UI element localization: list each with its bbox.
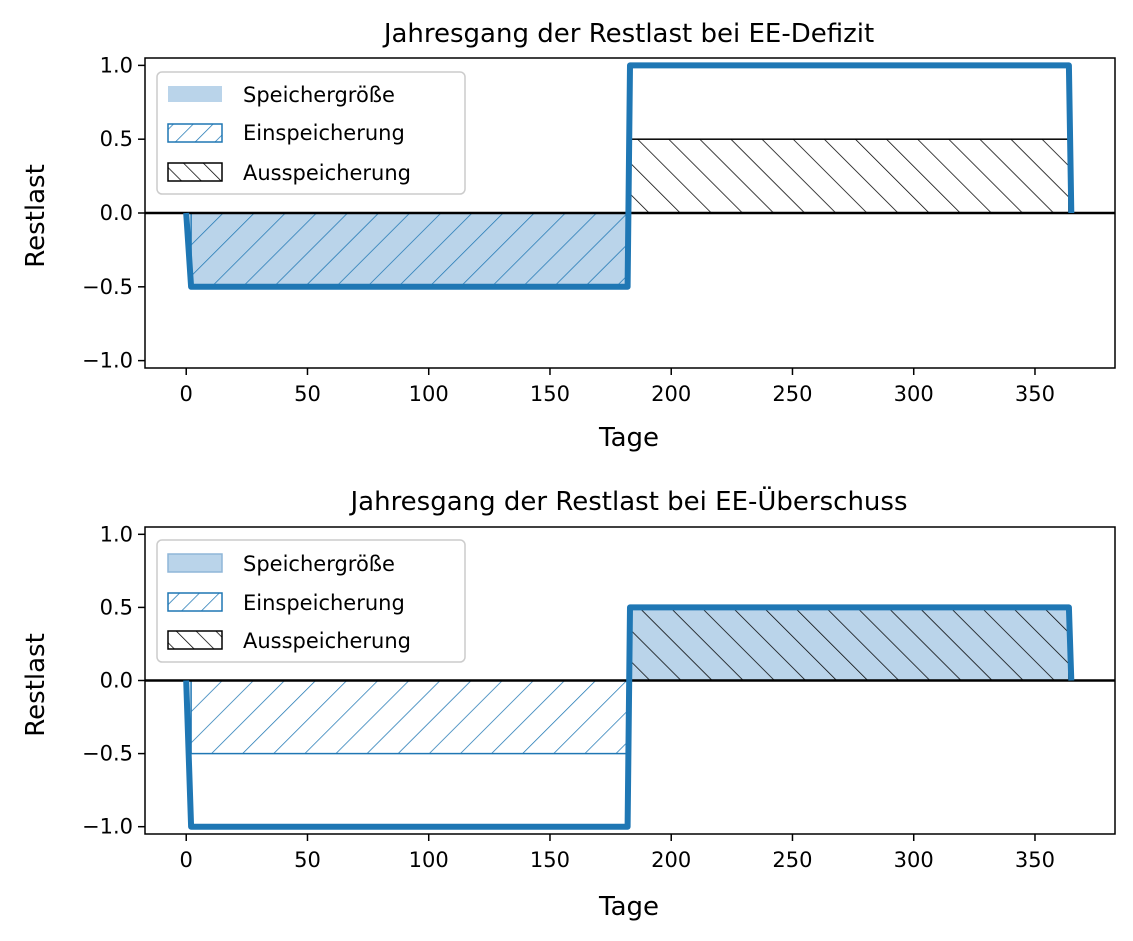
x-tick-label: 50	[294, 382, 321, 406]
chart-panel-defizit: Jahresgang der Restlast bei EE-Defizit 0…	[21, 19, 1116, 453]
x-axis-label: Tage	[598, 892, 659, 922]
legend-swatch-storage	[168, 86, 222, 102]
x-tick-label: 350	[1015, 382, 1055, 406]
y-tick-label: 0.5	[100, 595, 133, 619]
legend-swatch-storage	[167, 553, 223, 573]
legend-swatch-discharge	[167, 162, 223, 182]
y-tick-label: 1.0	[100, 522, 133, 546]
legend-swatch-discharge	[167, 630, 223, 650]
discharge-area	[629, 606, 1070, 682]
series-line	[183, 604, 1075, 830]
x-tick-label: 100	[409, 382, 449, 406]
y-tick-label: 0.5	[100, 127, 133, 151]
legend-label-charge: Einspeicherung	[243, 121, 405, 145]
charge-area	[190, 212, 629, 288]
chart-title: Jahresgang der Restlast bei EE-Überschus…	[348, 485, 907, 517]
legend: Speichergröße Einspeicherung Ausspeicher…	[156, 71, 466, 195]
y-axis-label: Restlast	[21, 164, 51, 268]
y-tick-label: −0.5	[82, 742, 133, 766]
legend: Speichergröße Einspeicherung Ausspeicher…	[156, 539, 466, 663]
y-tick-label: 0.0	[100, 669, 133, 693]
y-tick-label: 1.0	[100, 53, 133, 77]
x-tick-label: 300	[894, 848, 934, 872]
x-tick-label: 0	[180, 382, 193, 406]
legend-label-discharge: Ausspeicherung	[243, 629, 411, 653]
legend-label-storage: Speichergröße	[243, 83, 395, 107]
x-tick-label: 300	[894, 382, 934, 406]
x-axis-label: Tage	[598, 423, 659, 453]
y-tick-label: −0.5	[82, 275, 133, 299]
chart-panel-ueberschuss: Jahresgang der Restlast bei EE-Überschus…	[21, 485, 1116, 922]
legend-swatch-charge	[167, 123, 223, 143]
x-tick-label: 200	[651, 848, 691, 872]
x-tick-label: 150	[530, 848, 570, 872]
y-tick-label: −1.0	[82, 349, 133, 373]
y-tick-label: −1.0	[82, 815, 133, 839]
x-tick-label: 100	[409, 848, 449, 872]
charge-area	[190, 679, 629, 755]
y-axis-label: Restlast	[21, 633, 51, 737]
x-tick-label: 50	[294, 848, 321, 872]
x-tick-label: 250	[772, 382, 812, 406]
x-tick-label: 150	[530, 382, 570, 406]
legend-box	[156, 71, 466, 195]
discharge-area	[629, 138, 1070, 214]
y-tick-label: 0.0	[100, 201, 133, 225]
plot-area: 0 50 100 150 200 250 300 350 1.0 0.5 0.0 −0.5 −1.0	[82, 522, 1116, 872]
legend-label-storage: Speichergröße	[243, 552, 395, 576]
x-tick-label: 250	[772, 848, 812, 872]
series-line	[183, 62, 1075, 290]
legend-box	[156, 539, 466, 663]
legend-swatch-charge	[167, 592, 223, 612]
x-tick-label: 350	[1015, 848, 1055, 872]
legend-label-charge: Einspeicherung	[243, 591, 405, 615]
plot-area: 0 50 100 150 200 250 300 350 1.0 0.5 0.0 −0.5 −1.0	[82, 53, 1116, 406]
legend-label-discharge: Ausspeicherung	[243, 161, 411, 185]
x-tick-label: 0	[180, 848, 193, 872]
chart-title: Jahresgang der Restlast bei EE-Defizit	[382, 19, 874, 49]
x-tick-label: 200	[651, 382, 691, 406]
